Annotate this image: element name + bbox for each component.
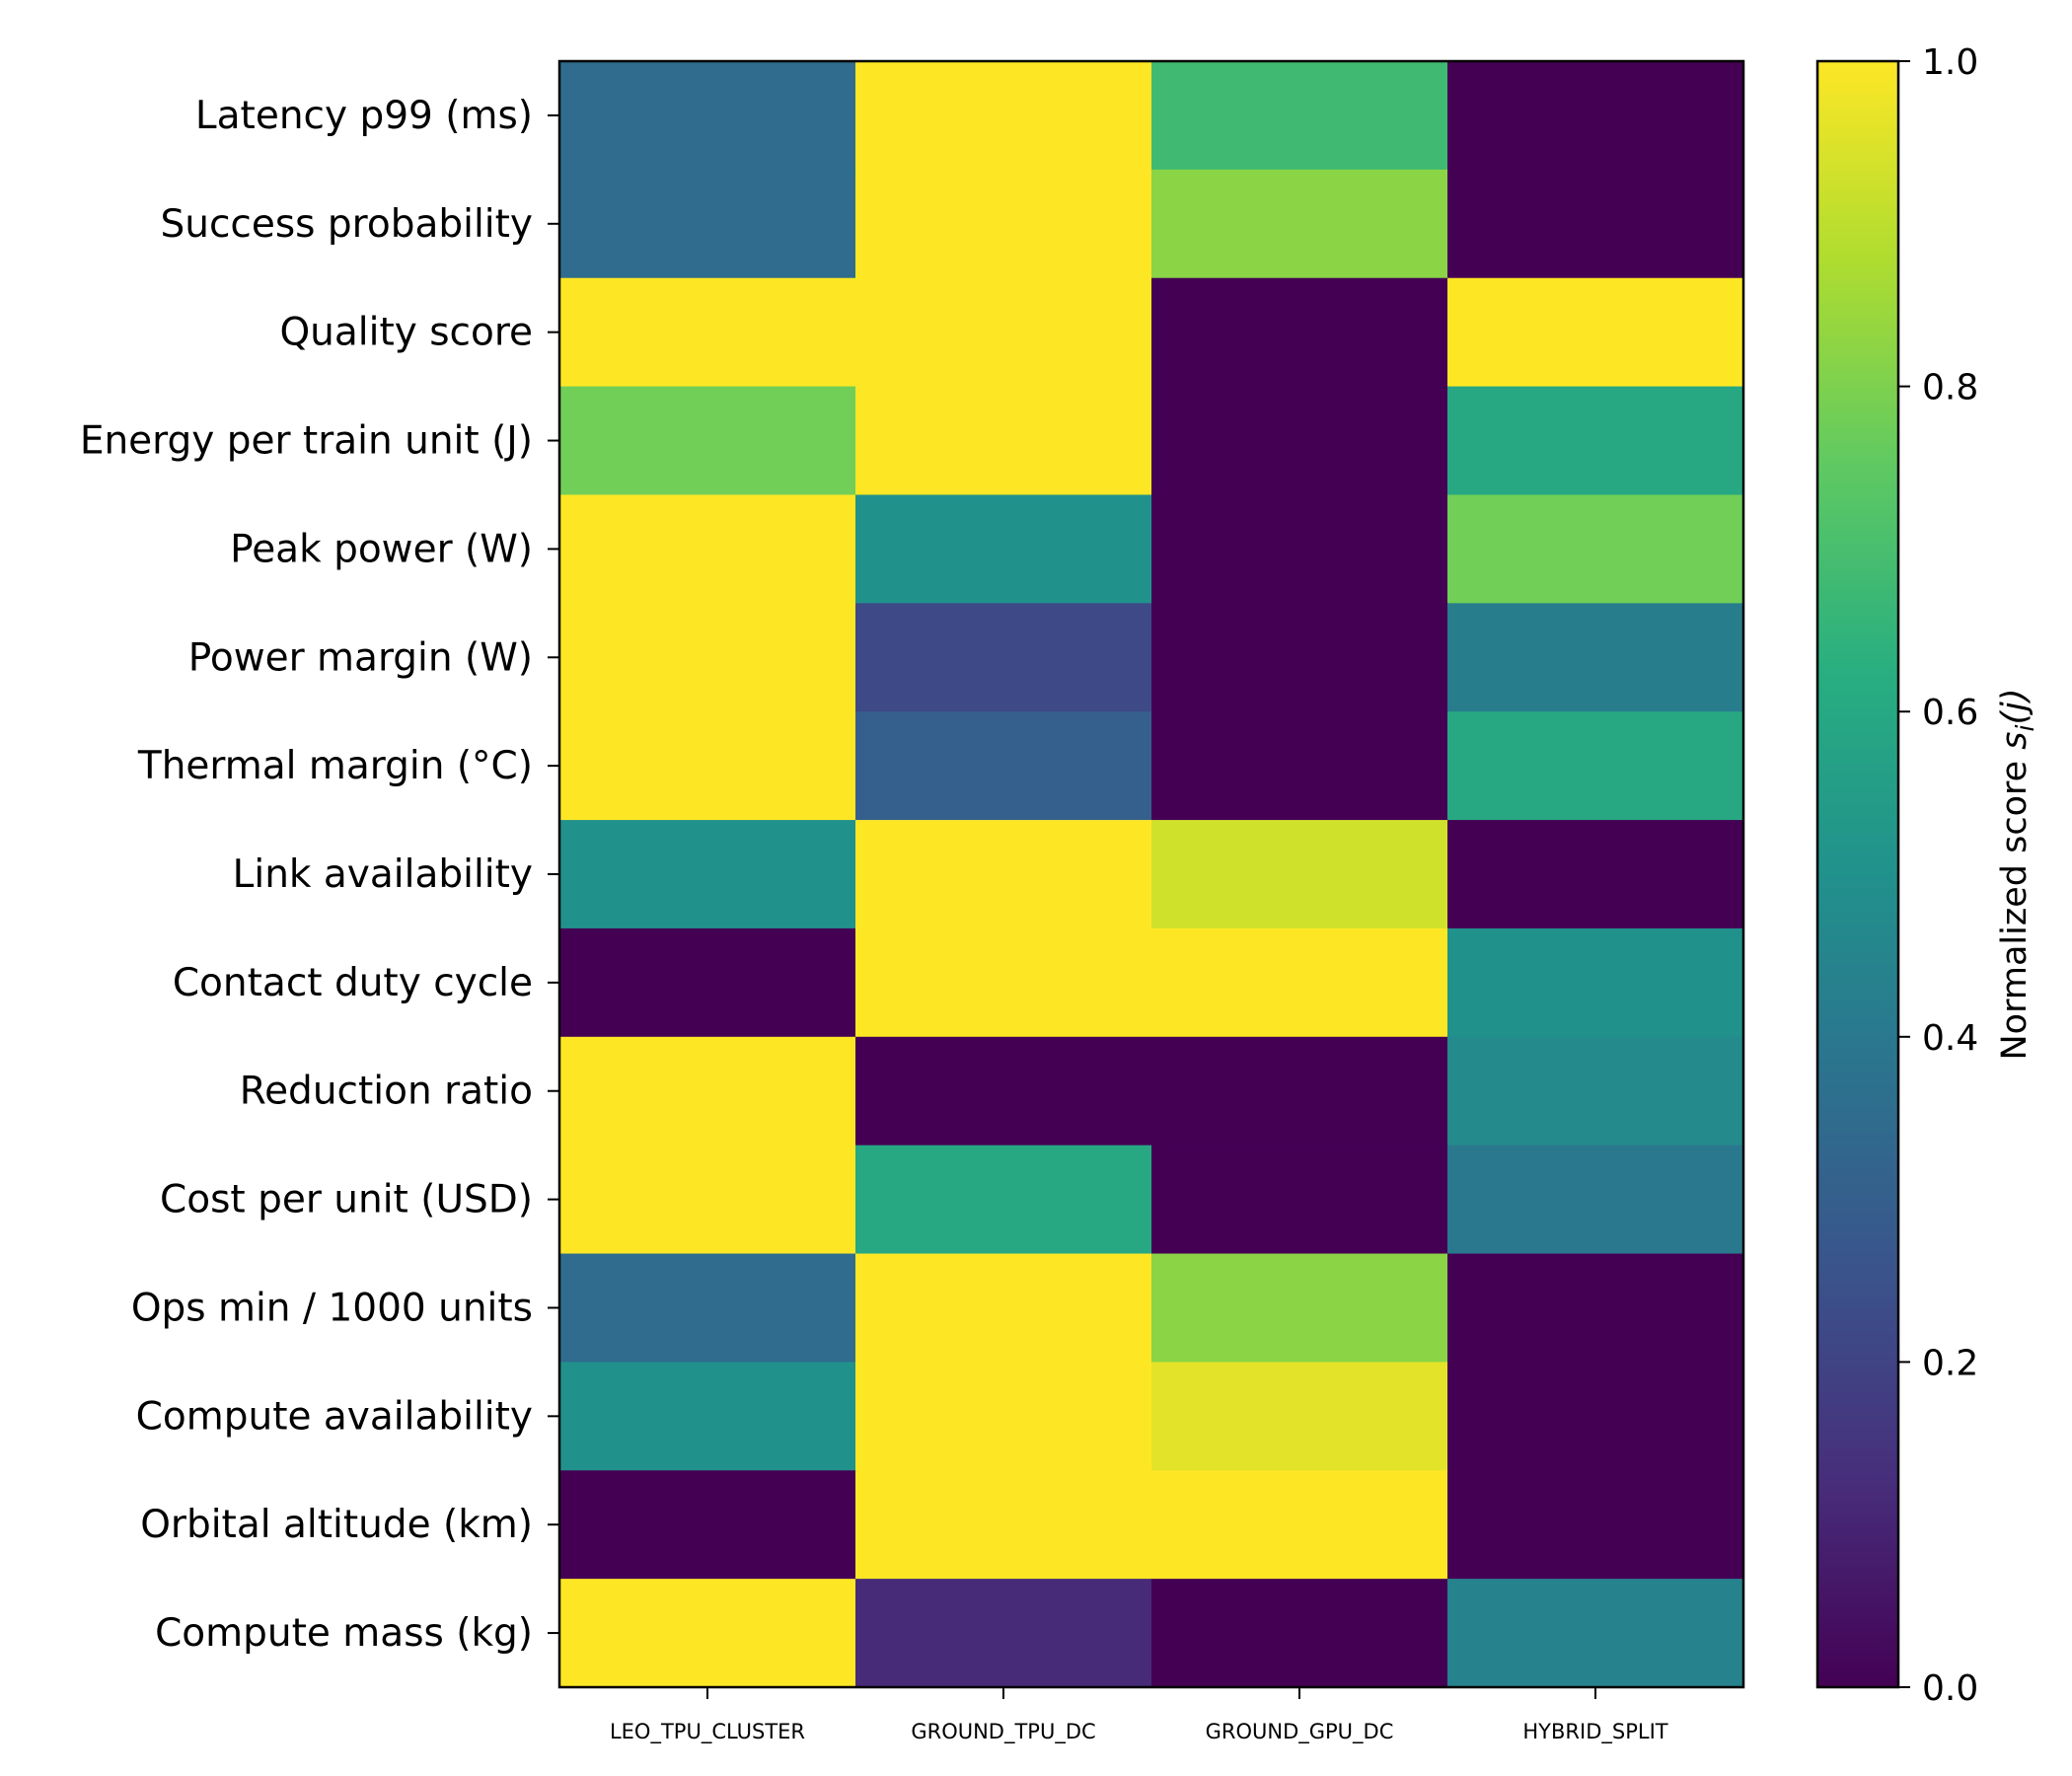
heatmap-cell <box>855 1145 1152 1255</box>
heatmap-cell <box>1151 494 1448 604</box>
heatmap-cell <box>559 61 856 171</box>
heatmap-cell <box>855 61 1152 171</box>
heatmap-cell <box>1151 1579 1448 1688</box>
heatmap-cell <box>1447 61 1744 171</box>
y-tick-label: Latency p99 (ms) <box>195 94 533 138</box>
heatmap-cell <box>1447 1036 1744 1147</box>
heatmap-cell <box>1447 1470 1744 1580</box>
heatmap-cell <box>1447 386 1744 496</box>
x-tick-label: LEO_TPU_CLUSTER <box>610 1720 805 1744</box>
heatmap-cell <box>1151 820 1448 929</box>
y-tick-label: Compute mass (kg) <box>155 1611 533 1656</box>
heatmap-cell <box>855 1036 1152 1147</box>
x-tick-label: GROUND_GPU_DC <box>1206 1720 1394 1744</box>
colorbar-tick-label: 0.2 <box>1922 1343 1978 1383</box>
heatmap-cell <box>855 711 1152 821</box>
heatmap-cell <box>1151 386 1448 496</box>
colorbar-tick-label: 0.4 <box>1922 1018 1978 1059</box>
heatmap-cell <box>855 386 1152 496</box>
heatmap-cell <box>1151 711 1448 821</box>
heatmap-cell <box>855 169 1152 279</box>
heatmap-cell <box>1151 61 1448 171</box>
heatmap-cell <box>559 1253 856 1363</box>
colorbar-tick-label: 1.0 <box>1922 42 1978 83</box>
heatmap-cell <box>1447 927 1744 1038</box>
heatmap-cell <box>1151 1253 1448 1363</box>
heatmap-cell <box>559 494 856 604</box>
colorbar-ticks: 0.0 0.2 0.4 0.6 0.8 1.0 <box>1898 42 1978 1709</box>
heatmap-cell <box>559 1579 856 1688</box>
y-tick-label: Contact duty cycle <box>173 961 533 1005</box>
heatmap-cell <box>1447 1362 1744 1471</box>
x-tick-label: HYBRID_SPLIT <box>1522 1720 1667 1744</box>
heatmap-cell <box>559 927 856 1038</box>
y-tick-label: Ops min / 1000 units <box>131 1286 533 1330</box>
heatmap-cell <box>559 711 856 821</box>
heatmap-cell <box>1447 603 1744 712</box>
colorbar-label: Normalized score si(j) <box>1995 688 2039 1060</box>
heatmap-cell <box>559 1362 856 1471</box>
heatmap-cell <box>559 386 856 496</box>
heatmap-cell <box>1151 169 1448 279</box>
heatmap-cell <box>1447 1145 1744 1255</box>
heatmap-cell <box>855 820 1152 929</box>
heatmap-cell <box>1151 603 1448 712</box>
heatmap-cell <box>1151 1036 1448 1147</box>
x-tick-label: GROUND_TPU_DC <box>911 1720 1095 1744</box>
heatmap-cell <box>1447 1579 1744 1688</box>
colorbar-gradient <box>1817 61 1898 1687</box>
heatmap-cell <box>855 1470 1152 1580</box>
heatmap-cell <box>855 603 1152 712</box>
heatmap-cell <box>1151 927 1448 1038</box>
y-tick-label: Thermal margin (°C) <box>137 744 533 788</box>
heatmap-cell <box>1447 820 1744 929</box>
heatmap-cell <box>1447 711 1744 821</box>
heatmap-cell <box>559 277 856 388</box>
x-axis: LEO_TPU_CLUSTER GROUND_TPU_DC GROUND_GPU_D… <box>610 1687 1668 1744</box>
heatmap-cell <box>1447 1253 1744 1363</box>
heatmap-cell <box>1151 1470 1448 1580</box>
heatmap-cell <box>559 1145 856 1255</box>
y-tick-label: Reduction ratio <box>240 1070 533 1114</box>
heatmap-cells <box>559 61 1744 1688</box>
y-tick-label: Cost per unit (USD) <box>160 1178 533 1222</box>
heatmap-cell <box>1447 277 1744 388</box>
heatmap-cell <box>855 927 1152 1038</box>
heatmap-cell <box>855 277 1152 388</box>
heatmap-cell <box>855 494 1152 604</box>
heatmap-cell <box>1151 1145 1448 1255</box>
heatmap-cell <box>559 1470 856 1580</box>
colorbar-tick-label: 0.6 <box>1922 693 1978 733</box>
heatmap-cell <box>559 1036 856 1147</box>
y-tick-label: Compute availability <box>136 1394 533 1439</box>
heatmap-cell <box>559 603 856 712</box>
heatmap-cell <box>1447 169 1744 279</box>
y-tick-label: Link availability <box>233 852 533 897</box>
y-tick-label: Energy per train unit (J) <box>80 419 533 464</box>
heatmap-cell <box>559 169 856 279</box>
heatmap-cell <box>855 1362 1152 1471</box>
heatmap-cell <box>1447 494 1744 604</box>
heatmap-cell <box>559 820 856 929</box>
heatmap-cell <box>855 1253 1152 1363</box>
y-tick-label: Quality score <box>279 311 533 355</box>
y-tick-label: Success probability <box>161 202 533 247</box>
colorbar-tick-label: 0.8 <box>1922 368 1978 408</box>
y-tick-label: Orbital altitude (km) <box>140 1503 533 1547</box>
colorbar: 0.0 0.2 0.4 0.6 0.8 1.0 Normalized score si(j… <box>1815 42 2039 1709</box>
heatmap-cell <box>1151 1362 1448 1471</box>
heatmap-cell <box>1151 277 1448 388</box>
y-tick-label: Peak power (W) <box>230 527 533 571</box>
heatmap-cell <box>855 1579 1152 1688</box>
colorbar-tick-label: 0.0 <box>1922 1668 1978 1709</box>
y-axis: Latency p99 (ms) Success probability Quali… <box>80 94 559 1656</box>
colorbar-frame <box>1815 59 1900 1689</box>
y-tick-label: Power margin (W) <box>188 635 533 680</box>
